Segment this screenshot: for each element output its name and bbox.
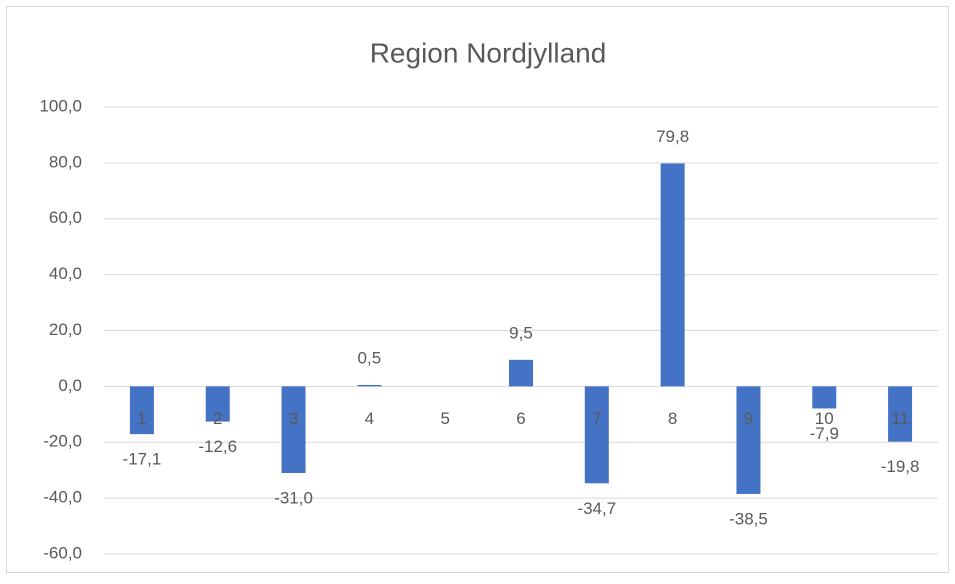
value-label: 79,8 <box>656 127 689 146</box>
bar <box>660 163 685 387</box>
bar <box>509 359 533 387</box>
y-tick-label: 80,0 <box>49 152 82 171</box>
bar <box>205 386 230 422</box>
bar <box>281 386 306 473</box>
chart-title: Region Nordjylland <box>370 37 607 68</box>
value-label: 9,5 <box>509 323 533 342</box>
value-label: -31,0 <box>274 488 313 507</box>
bar <box>129 386 154 435</box>
y-tick-label: 40,0 <box>49 264 82 283</box>
x-tick-label: 1 <box>137 409 146 428</box>
x-tick-label: 9 <box>744 409 753 428</box>
y-tick-label: 60,0 <box>49 208 82 227</box>
bar <box>357 384 382 387</box>
chart-border <box>6 6 949 573</box>
y-tick-label: -20,0 <box>43 432 82 451</box>
y-tick-label: 100,0 <box>39 96 82 115</box>
value-label: -7,9 <box>810 424 839 443</box>
value-label: -19,8 <box>881 457 920 476</box>
x-tick-label: 5 <box>440 409 449 428</box>
x-tick-label: 2 <box>213 409 222 428</box>
value-label: 0,5 <box>358 348 382 367</box>
x-tick-label: 4 <box>365 409 374 428</box>
value-label: -17,1 <box>123 450 162 469</box>
bar <box>736 386 761 494</box>
y-tick-label: -40,0 <box>43 488 82 507</box>
value-label: -12,6 <box>198 437 237 456</box>
x-tick-label: 10 <box>815 409 834 428</box>
y-tick-label: -60,0 <box>43 543 82 562</box>
value-label: -38,5 <box>729 509 768 528</box>
x-tick-label: 6 <box>516 409 525 428</box>
bar <box>584 386 609 484</box>
y-tick-label: 20,0 <box>49 320 82 339</box>
y-tick-label: 0,0 <box>58 376 82 395</box>
value-label: -34,7 <box>577 499 616 518</box>
x-tick-label: 11 <box>891 409 909 428</box>
bar <box>812 386 837 409</box>
x-tick-label: 8 <box>668 409 677 428</box>
x-tick-label: 7 <box>592 409 601 428</box>
x-tick-label: 3 <box>289 409 298 428</box>
bar <box>888 386 913 442</box>
